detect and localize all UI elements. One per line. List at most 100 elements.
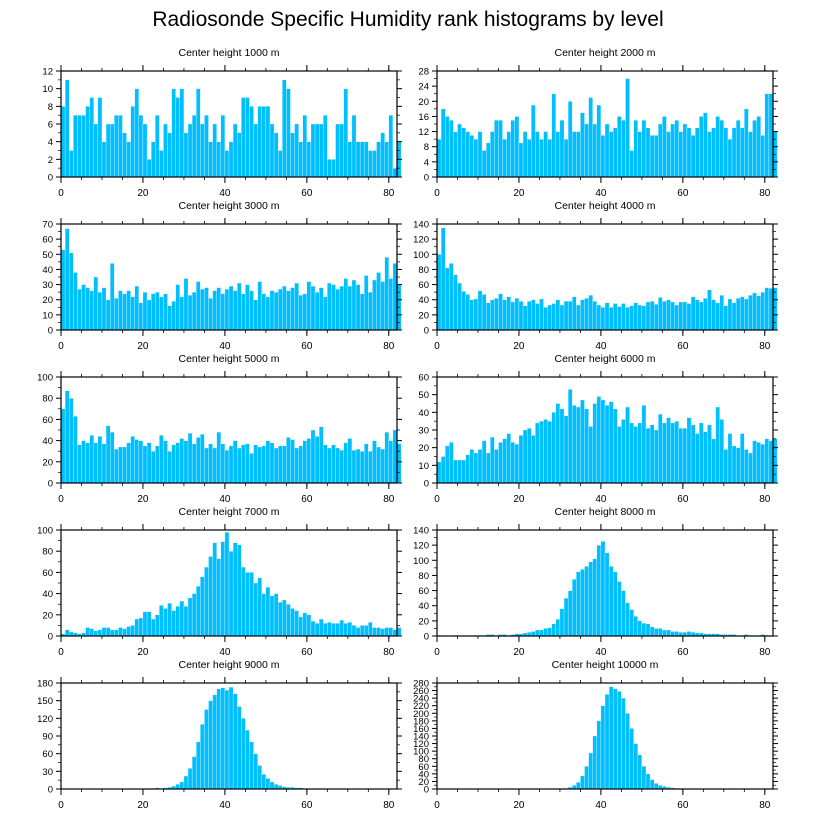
histogram-bar — [576, 782, 581, 790]
y-tick-label: 16 — [418, 112, 429, 123]
histogram-bar — [183, 132, 189, 178]
histogram-bar — [261, 106, 267, 178]
histogram-bar — [756, 295, 761, 331]
y-tick-label: 240 — [413, 694, 429, 705]
histogram-bar — [306, 141, 312, 178]
histogram-bar — [118, 115, 123, 178]
histogram-bar — [146, 442, 152, 484]
histogram-bar — [617, 691, 622, 790]
histogram-bar — [105, 123, 111, 178]
histogram-bar — [629, 305, 634, 331]
histogram-bar — [159, 435, 164, 484]
x-tick-label: 80 — [759, 800, 771, 811]
histogram-bar — [359, 293, 365, 331]
histogram-bar — [298, 616, 303, 637]
histogram-bar — [711, 299, 716, 331]
histogram-bar — [572, 405, 577, 484]
histogram-bar — [101, 287, 107, 331]
y-tick-label: 150 — [37, 696, 53, 707]
histogram-bar — [122, 446, 127, 484]
histogram-bar — [376, 272, 381, 331]
histogram-bar — [191, 115, 197, 178]
histogram-bar — [580, 299, 585, 331]
histogram-bar — [323, 623, 328, 637]
histogram-bar — [302, 293, 308, 331]
histogram-panel: Center height 5000 m 0 20 40 60 80 0 20 40 60 80 10… — [37, 353, 402, 505]
y-tick-label: 90 — [42, 732, 53, 743]
histogram-bar — [142, 291, 148, 331]
histogram-bar — [228, 141, 234, 178]
histogram-bar — [306, 281, 312, 331]
histogram-panel: Center height 6000 m 0 20 40 60 80 0 10 20 30 40 50… — [418, 353, 778, 505]
histogram-bar — [134, 439, 140, 484]
histogram-bar — [662, 629, 667, 637]
histogram-bar — [257, 106, 262, 178]
histogram-bar — [563, 415, 569, 484]
histogram-bar — [257, 281, 262, 331]
x-tick-label: 80 — [759, 647, 771, 658]
histogram-bar — [604, 302, 610, 331]
histogram-bar — [347, 141, 353, 178]
histogram-bar — [559, 304, 565, 331]
histogram-bar — [73, 115, 78, 178]
histogram-bar — [526, 428, 532, 484]
histogram-bar — [85, 627, 90, 637]
histogram-bar — [224, 449, 230, 484]
y-tick-label: 80 — [418, 265, 429, 276]
histogram-bar — [670, 123, 675, 178]
histogram-bar — [752, 120, 757, 178]
histogram-bar — [314, 123, 320, 178]
histogram-bar — [245, 97, 250, 178]
histogram-bar — [318, 426, 324, 484]
histogram-bar — [518, 301, 524, 331]
histogram-bar — [97, 97, 103, 178]
histogram-bar — [175, 284, 180, 331]
histogram-bar — [686, 631, 692, 637]
histogram-bar — [555, 131, 561, 178]
histogram-bar — [641, 766, 647, 790]
y-tick-label: 30 — [418, 426, 429, 437]
histogram-bar — [608, 686, 614, 790]
histogram-bar — [159, 605, 164, 637]
histogram-bar — [118, 290, 123, 331]
histogram-bar — [461, 291, 466, 331]
histogram-bar — [69, 150, 74, 178]
y-tick-label: 80 — [418, 571, 429, 582]
histogram-bar — [518, 435, 524, 484]
histogram-bar — [690, 424, 696, 484]
histogram-bar — [645, 428, 651, 484]
histogram-bar — [380, 448, 385, 484]
histogram-bar — [69, 398, 74, 484]
histogram-bar — [703, 298, 708, 331]
histogram-bar — [335, 123, 340, 178]
histogram-bar — [543, 628, 548, 637]
histogram-bar — [286, 88, 291, 178]
histogram-bar — [744, 108, 749, 178]
histogram-bar — [506, 131, 511, 178]
histogram-bar — [126, 626, 131, 637]
y-tick-label: 70 — [42, 220, 53, 231]
histogram-bar — [93, 630, 99, 637]
histogram-bar — [707, 424, 712, 484]
histogram-bar — [118, 627, 123, 637]
histogram-bar — [469, 135, 475, 178]
histogram-bar — [654, 783, 659, 790]
histogram-bar — [196, 281, 201, 331]
histogram-bar — [384, 141, 389, 178]
histogram-bar — [77, 444, 82, 484]
histogram-bar — [674, 421, 679, 484]
histogram-bar — [764, 287, 770, 331]
histogram-bar — [327, 282, 332, 331]
y-tick-label: 60 — [42, 568, 53, 579]
histogram-bar — [282, 599, 287, 637]
histogram-bar — [196, 437, 201, 484]
histogram-bar — [183, 775, 189, 790]
histogram-bar — [531, 435, 536, 484]
histogram-bar — [179, 88, 185, 178]
histogram-bar — [633, 426, 638, 484]
histogram-bar — [228, 285, 234, 331]
histogram-bar — [77, 115, 82, 178]
histogram-bar — [200, 576, 205, 637]
y-tick-label: 0 — [424, 479, 429, 490]
histogram-bar — [204, 115, 209, 178]
